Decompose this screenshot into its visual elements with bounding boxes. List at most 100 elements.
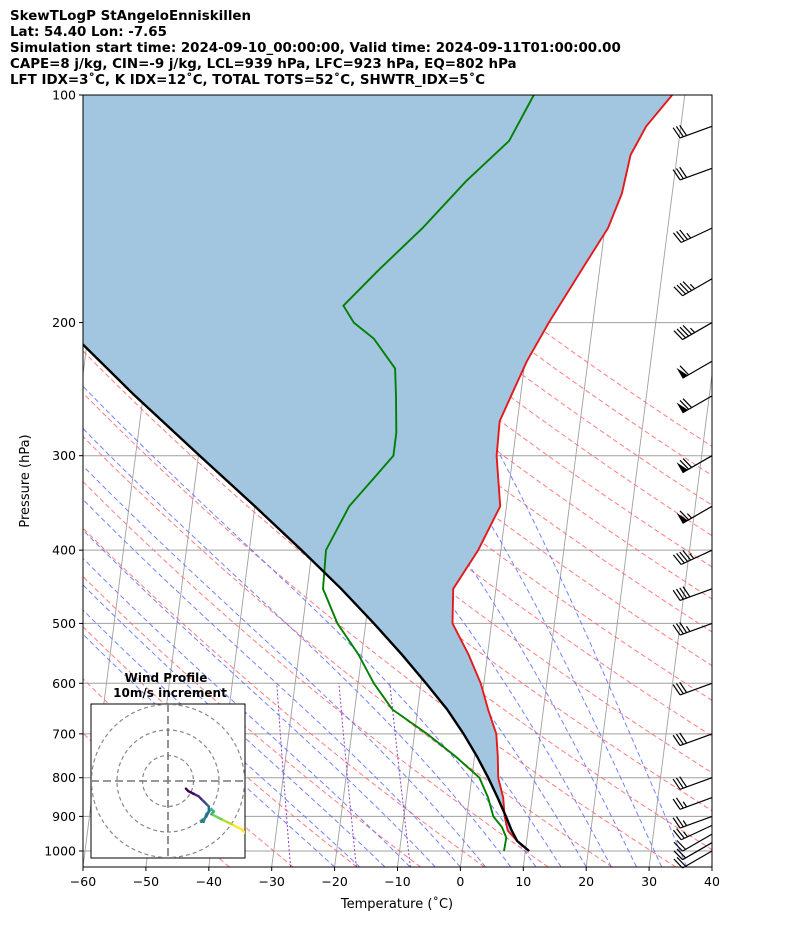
- moist-adiabat--20: [83, 633, 335, 867]
- barb-staff: [682, 455, 713, 474]
- barb-flag: [679, 166, 688, 178]
- barb-flag: [675, 623, 684, 635]
- barb-flag: [679, 326, 690, 337]
- barb-flag: [675, 777, 684, 789]
- barb-staff: [682, 833, 713, 852]
- barb-half-flag: [686, 513, 693, 519]
- barb-flag: [672, 624, 681, 636]
- dry-adiabat-130: [153, 95, 712, 537]
- barb-staff: [679, 733, 713, 747]
- barb-flag: [679, 551, 688, 562]
- dry-adiabat-30: [83, 392, 677, 867]
- barb-flag: [682, 586, 691, 598]
- moist-adiabat--12: [83, 584, 386, 867]
- barb-flag: [673, 330, 683, 340]
- barb-flag: [676, 284, 687, 295]
- barb-flag: [673, 858, 683, 869]
- title-line-2: Lat: 54.40 Lon: -7.65: [10, 25, 167, 40]
- y-tick-label: 500: [52, 616, 76, 631]
- barb-flag: [672, 734, 681, 746]
- wind-barb-700: [672, 732, 713, 747]
- x-tick-label: 20: [578, 874, 594, 889]
- x-tick-label: −10: [384, 874, 410, 889]
- x-tick-label: −50: [133, 874, 159, 889]
- barb-flag: [675, 816, 684, 828]
- barb-staff: [680, 227, 713, 244]
- barb-staff: [682, 850, 713, 869]
- wind-barb-950: [673, 833, 713, 852]
- barb-staff: [679, 815, 713, 829]
- wind-barb-350: [676, 505, 713, 524]
- barb-flag: [676, 840, 687, 850]
- y-tick-label: 400: [52, 543, 76, 558]
- barb-flag: [672, 127, 681, 139]
- y-tick-label: 600: [52, 676, 76, 691]
- moist-adiabat-8: [83, 427, 512, 867]
- barb-flag: [673, 850, 683, 861]
- barb-flag: [679, 622, 688, 633]
- dewpoint-line: [322, 95, 535, 852]
- wind-barb-850: [672, 797, 713, 810]
- barb-staff: [680, 824, 713, 841]
- x-tick-label: −40: [196, 874, 222, 889]
- barb-staff: [679, 588, 713, 602]
- moist-adiabat-4: [83, 465, 486, 867]
- wind-barb-250: [676, 395, 713, 414]
- mixing-ratio-2: [389, 683, 411, 867]
- barb-flag: [679, 400, 690, 410]
- barb-flag: [679, 510, 690, 521]
- moist-adiabat--16: [83, 609, 361, 867]
- hodograph-title: Wind Profile: [125, 671, 208, 685]
- wind-barb-400: [672, 549, 713, 566]
- barb-flag: [672, 817, 681, 829]
- hodograph-subtitle: 10m/s increment: [113, 686, 227, 700]
- barb-flag: [675, 733, 684, 745]
- barb-staff: [682, 278, 713, 297]
- barb-half-flag: [682, 801, 688, 808]
- barb-flag: [672, 798, 681, 810]
- barb-flag: [672, 169, 681, 181]
- title-line-1: SkewTLogP StAngeloEnniskillen: [10, 9, 252, 24]
- y-tick-label: 800: [52, 770, 76, 785]
- hodograph-segment: [199, 815, 208, 823]
- barb-flag: [676, 856, 687, 867]
- wind-barb-900: [672, 815, 713, 829]
- dry-adiabat-10: [83, 480, 549, 867]
- barb-flag: [682, 281, 693, 291]
- barb-flag: [672, 589, 681, 601]
- title-line-3: Simulation start time: 2024-09-10_00:00:…: [10, 41, 621, 56]
- barb-flag: [676, 553, 685, 564]
- dry-adiabat-150: [219, 95, 712, 477]
- hodograph-segment: [240, 828, 245, 835]
- barb-flag: [673, 841, 683, 852]
- title-line-4: CAPE=8 j/kg, CIN=-9 j/kg, LCL=939 hPa, L…: [10, 57, 517, 72]
- wind-barb-975: [673, 842, 713, 861]
- barb-flag: [675, 797, 684, 809]
- barb-flag: [679, 776, 688, 788]
- dry-adiabat-40: [83, 350, 712, 851]
- wind-barb-150: [672, 227, 713, 244]
- barb-staff: [679, 682, 713, 696]
- x-tick-label: −60: [70, 874, 96, 889]
- mixing-ratio-0.4: [276, 683, 292, 867]
- barb-half-flag: [689, 283, 696, 290]
- barb-flag: [679, 365, 690, 376]
- barb-flag: [682, 458, 693, 468]
- x-tick-label: −20: [321, 874, 347, 889]
- barb-half-flag: [685, 625, 691, 632]
- barb-flag: [679, 459, 690, 470]
- barb-staff: [679, 777, 713, 790]
- barb-flag: [682, 325, 693, 335]
- barb-half-flag: [683, 831, 688, 838]
- barb-half-flag: [682, 820, 688, 826]
- y-axis-label: Pressure (hPa): [18, 434, 33, 527]
- barb-flag: [679, 124, 688, 136]
- barb-flag: [673, 286, 683, 297]
- isotherm-40: [711, 863, 712, 867]
- barb-flag: [679, 587, 688, 599]
- wind-barbs: [672, 124, 713, 869]
- y-tick-label: 200: [52, 315, 76, 330]
- barb-half-flag: [689, 553, 695, 559]
- barb-flag: [676, 848, 687, 859]
